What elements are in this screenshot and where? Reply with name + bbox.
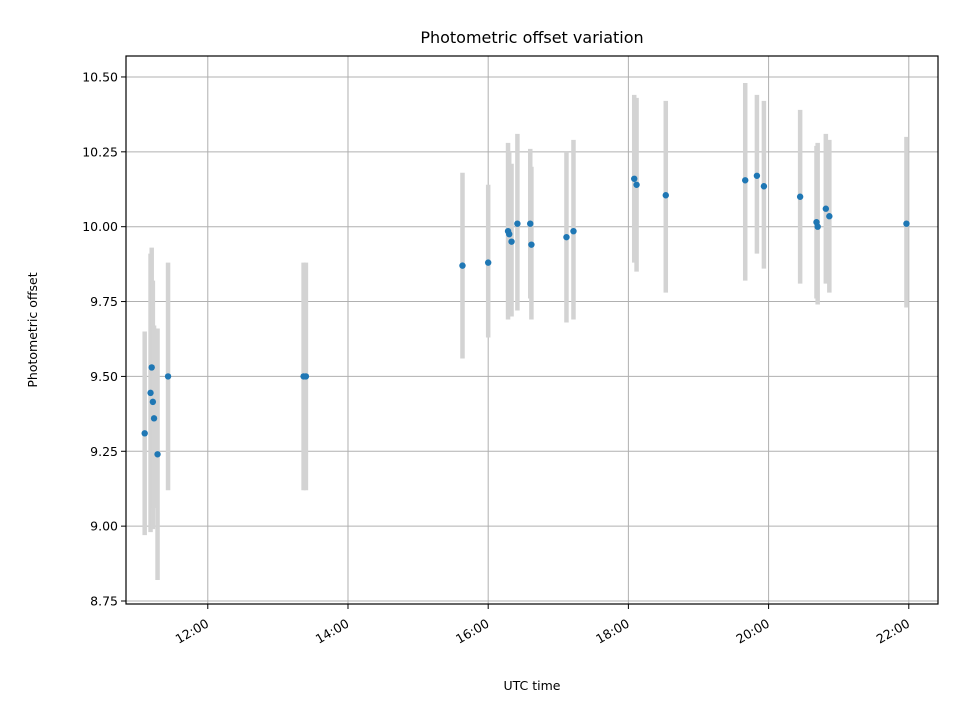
y-tick-label: 10.25 — [82, 144, 118, 159]
data-point — [148, 364, 155, 371]
data-point — [302, 373, 310, 380]
data-point — [484, 259, 492, 266]
data-point — [164, 373, 172, 380]
y-tick-label: 8.75 — [90, 594, 118, 609]
data-point — [760, 183, 768, 190]
data-point — [459, 262, 466, 269]
data-point — [753, 172, 761, 179]
data-point — [506, 230, 513, 238]
y-axis-label: Photometric offset — [25, 272, 40, 387]
y-tick-label: 10.00 — [82, 219, 118, 234]
data-point — [527, 220, 534, 227]
data-point — [147, 389, 154, 397]
x-tick-label: 16:00 — [453, 616, 492, 647]
y-tick-label: 9.25 — [90, 444, 118, 459]
plot-frame — [125, 55, 939, 605]
x-axis-label: UTC time — [504, 678, 561, 693]
data-point — [508, 238, 515, 245]
data-point — [141, 430, 148, 437]
x-tick-label: 12:00 — [173, 616, 212, 647]
chart-title: Photometric offset variation — [420, 28, 643, 47]
data-point — [150, 415, 158, 422]
x-tick-label: 20:00 — [733, 616, 772, 647]
grid — [126, 56, 938, 604]
data-point — [154, 451, 161, 458]
data-point — [528, 241, 535, 248]
y-axis-ticks: 8.75 9.00 9.25 9.50 9.75 10.00 10.25 10.50 — [82, 69, 126, 609]
data-point — [514, 220, 521, 227]
x-tick-label: 18:00 — [593, 616, 632, 647]
data-point — [826, 213, 833, 220]
data-point — [570, 227, 577, 235]
data-point — [814, 223, 821, 230]
x-axis-ticks: 12:00 14:00 16:00 18:00 20:00 22:00 — [173, 604, 913, 647]
data-point — [633, 181, 640, 188]
data-point — [563, 233, 570, 241]
y-tick-label: 9.75 — [90, 294, 118, 309]
x-tick-label: 14:00 — [313, 616, 352, 647]
data-point — [796, 193, 804, 200]
data-point — [662, 192, 669, 199]
y-tick-label: 9.50 — [90, 369, 118, 384]
data-points — [141, 172, 910, 458]
data-point — [742, 177, 749, 184]
error-bars — [142, 82, 909, 581]
data-point — [903, 220, 910, 227]
data-point — [149, 398, 157, 406]
y-tick-label: 9.00 — [90, 519, 118, 534]
data-point — [631, 175, 638, 182]
data-point — [822, 205, 830, 212]
x-tick-label: 22:00 — [874, 616, 913, 647]
y-tick-label: 10.50 — [82, 69, 118, 84]
